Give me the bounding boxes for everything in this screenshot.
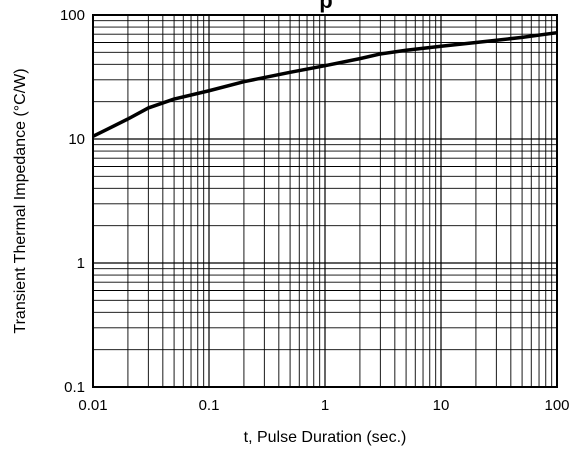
y-tick-label: 1 <box>77 255 85 272</box>
y-tick-labels: 0.1 1 10 100 <box>60 7 85 396</box>
x-tick-label: 1 <box>321 397 329 414</box>
x-tick-labels: 0.01 0.1 1 10 100 <box>78 397 569 414</box>
y-tick-label: 10 <box>68 131 85 148</box>
plot-frame <box>92 14 558 388</box>
series-line <box>92 30 558 138</box>
y-tick-label: 100 <box>60 7 85 24</box>
grid <box>92 15 557 388</box>
x-tick-label: 100 <box>544 397 569 414</box>
x-tick-label: 0.1 <box>199 397 220 414</box>
x-tick-label: 10 <box>433 397 450 414</box>
y-tick-label: 0.1 <box>64 379 85 396</box>
x-tick-label: 0.01 <box>78 397 107 414</box>
series-layer <box>92 30 558 138</box>
chart-title: p <box>319 0 332 13</box>
x-axis-label: t, Pulse Duration (sec.) <box>244 429 407 446</box>
y-axis-label: Transient Thermal Impedance (°C/W) <box>12 68 29 333</box>
